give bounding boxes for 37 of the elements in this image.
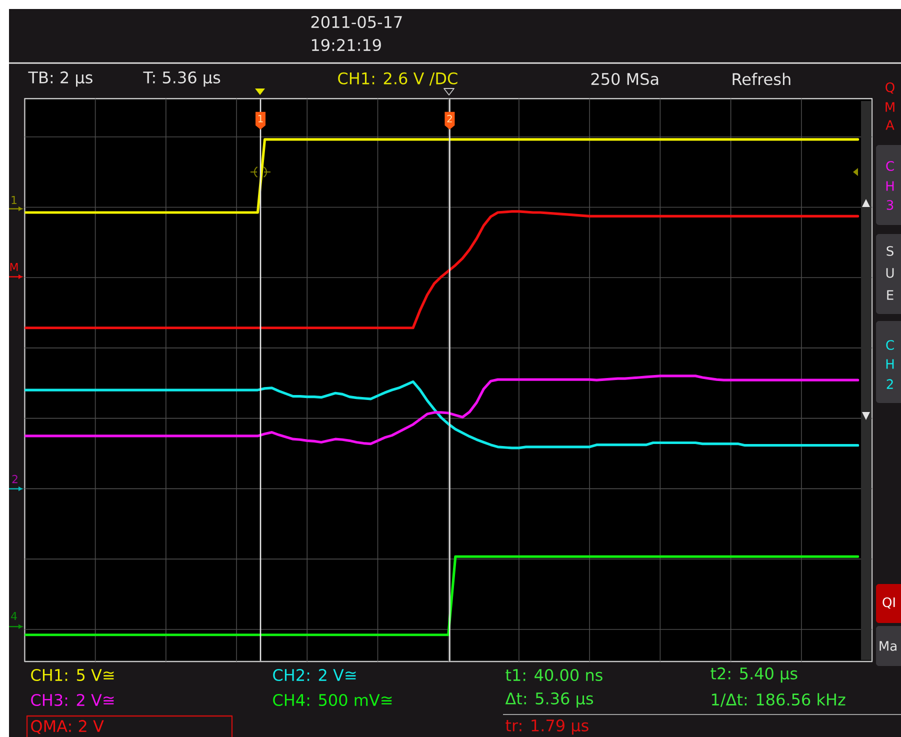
text: 1 xyxy=(258,114,263,122)
text: CH2: 2 V≅ xyxy=(273,668,356,682)
text: t1: 40.00 ns xyxy=(506,668,602,682)
text: C xyxy=(886,340,894,350)
text: 1/Δt: 186.56 kHz xyxy=(712,693,846,707)
text: 2 xyxy=(447,114,452,122)
text: TB: 2 µs xyxy=(28,71,92,87)
text: 19:21:19 xyxy=(312,38,381,52)
text: U xyxy=(886,268,894,278)
text: CH1: 2.6 V ∕DC xyxy=(338,72,458,86)
text: M xyxy=(886,102,894,112)
text: 2 xyxy=(12,474,18,484)
text: M xyxy=(10,262,18,272)
text: Δt: 5.36 µs xyxy=(505,692,594,708)
text: 2 xyxy=(886,379,893,389)
text: 4 xyxy=(11,612,17,620)
text: tr: 1.79 µs xyxy=(506,719,588,735)
text: t2: 5.40 µs xyxy=(710,667,798,683)
text: Ma xyxy=(880,641,896,651)
text: C xyxy=(886,161,894,171)
text: H xyxy=(886,359,894,369)
text: 1 xyxy=(12,196,16,204)
text: 3 xyxy=(886,200,894,210)
text: S xyxy=(886,246,894,256)
text: T: 5.36 µs xyxy=(143,71,220,87)
text: Refresh xyxy=(732,72,790,86)
text: QI xyxy=(882,597,895,609)
text: 2011-05-17 xyxy=(311,16,402,28)
text: CH1: 5 V≅ xyxy=(31,668,114,682)
text: H xyxy=(886,181,894,191)
text: Q xyxy=(886,82,894,94)
text: A xyxy=(886,120,894,130)
text: CH3: 2 V≅ xyxy=(31,694,114,706)
text: E xyxy=(887,290,894,300)
text: 250 MSa xyxy=(591,72,658,86)
text: CH4: 500 mV≅ xyxy=(273,694,392,706)
text: QMA: 2 V xyxy=(31,720,104,734)
